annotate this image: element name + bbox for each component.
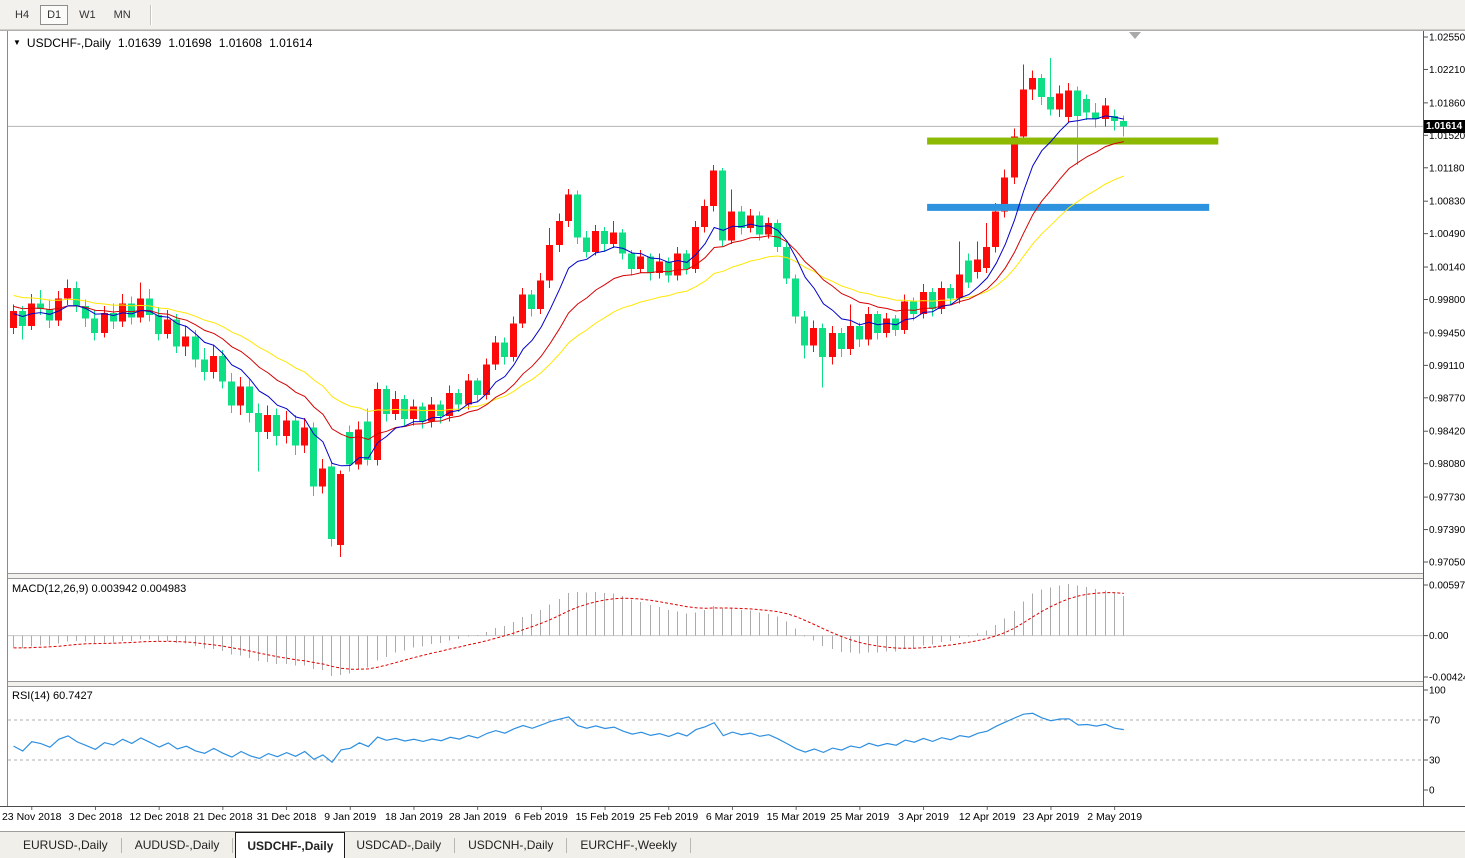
timeframe-w1-button[interactable]: W1 (79, 8, 96, 21)
svg-text:100: 100 (1429, 686, 1446, 697)
panel-splitter[interactable] (8, 681, 1423, 687)
svg-text:0.97050: 0.97050 (1429, 558, 1465, 569)
svg-text:0.00: 0.00 (1429, 631, 1449, 642)
tab-separator (120, 837, 122, 853)
chart-tabs-bar: EURUSD-,Daily AUDUSD-,Daily USDCHF-,Dail… (0, 831, 1465, 858)
svg-text:0.97730: 0.97730 (1429, 493, 1465, 504)
svg-text:25 Mar 2019: 25 Mar 2019 (830, 811, 889, 823)
tab-eurusd-daily[interactable]: EURUSD-,Daily (23, 838, 108, 852)
svg-text:1.00140: 1.00140 (1429, 263, 1465, 274)
toolbar-separator (149, 4, 152, 25)
tab-separator (454, 837, 456, 853)
tab-eurchf-weekly[interactable]: EURCHF-,Weekly (580, 838, 677, 852)
tab-separator (566, 837, 568, 853)
chart-title: ▼ USDCHF-,Daily 1.01639 1.01698 1.01608 1.016… (13, 36, 312, 50)
symbol-name: USDCHF-,Daily (26, 36, 111, 50)
moving-average-lines (13, 115, 1124, 467)
time-axis-labels: 23 Nov 2018 3 Dec 2018 12 Dec 2018 21 Dec 2… (2, 807, 1142, 823)
svg-text:0: 0 (1429, 786, 1435, 797)
quote-low: 1.01608 (218, 36, 263, 50)
macd-histogram (13, 584, 1124, 676)
svg-text:0.98770: 0.98770 (1429, 393, 1465, 404)
svg-text:0.98080: 0.98080 (1429, 459, 1465, 470)
svg-text:12 Apr 2019: 12 Apr 2019 (959, 811, 1016, 823)
timeframe-h4-button[interactable]: H4 (15, 8, 30, 21)
price-axis-labels: 1.02550 1.02210 1.01860 1.01520 1.01180 1.008… (1423, 33, 1465, 569)
svg-text:1.00490: 1.00490 (1429, 229, 1465, 240)
svg-text:1.01860: 1.01860 (1429, 98, 1465, 109)
tab-audusd-daily[interactable]: AUDUSD-,Daily (134, 838, 220, 852)
dropdown-caret-icon[interactable]: ▼ (13, 38, 21, 47)
macd-indicator-label: MACD(12,26,9) 0.003942 0.004983 (12, 583, 187, 595)
svg-text:0.97390: 0.97390 (1429, 525, 1465, 536)
svg-text:30: 30 (1429, 756, 1441, 767)
tab-separator (689, 837, 691, 853)
svg-text:-0.004243: -0.004243 (1429, 673, 1465, 684)
svg-text:0.99450: 0.99450 (1429, 328, 1465, 339)
current-price-tag: 1.01614 (1424, 120, 1465, 133)
support_line (927, 203, 1210, 211)
timeframe-d1-button[interactable]: D1 (40, 4, 69, 25)
svg-text:6 Mar 2019: 6 Mar 2019 (706, 811, 759, 823)
rsi-indicator-label: RSI(14) 60.7427 (12, 690, 93, 702)
svg-text:15 Feb 2019: 15 Feb 2019 (576, 811, 635, 823)
svg-text:1.02550: 1.02550 (1429, 33, 1465, 44)
svg-text:28 Jan 2019: 28 Jan 2019 (449, 811, 507, 823)
main-price-panel (8, 58, 1423, 558)
svg-text:1.01520: 1.01520 (1429, 131, 1465, 142)
svg-text:18 Jan 2019: 18 Jan 2019 (385, 811, 443, 823)
quote-open: 1.01639 (117, 36, 162, 50)
candlestick-series (10, 58, 1127, 558)
tab-usdcnh-daily[interactable]: USDCNH-,Daily (468, 838, 554, 852)
svg-text:0.00597: 0.00597 (1429, 581, 1465, 592)
svg-text:2 May 2019: 2 May 2019 (1087, 811, 1142, 823)
timeframe-toolbar: H4 D1 W1 MN (0, 0, 1465, 30)
svg-text:1.00830: 1.00830 (1429, 197, 1465, 208)
svg-text:70: 70 (1429, 716, 1441, 727)
rsi-panel (8, 712, 1423, 764)
panel-splitter[interactable] (8, 573, 1423, 579)
svg-text:12 Dec 2018: 12 Dec 2018 (129, 811, 189, 823)
svg-text:15 Mar 2019: 15 Mar 2019 (767, 811, 826, 823)
macd-signal-line (13, 592, 1124, 670)
svg-text:23 Apr 2019: 23 Apr 2019 (1023, 811, 1080, 823)
resistance_line (927, 137, 1219, 145)
quote-high: 1.01698 (168, 36, 212, 50)
rsi-line (13, 712, 1124, 764)
trend-lines[interactable] (927, 137, 1219, 211)
svg-text:6 Feb 2019: 6 Feb 2019 (515, 811, 568, 823)
svg-text:0.99800: 0.99800 (1429, 295, 1465, 306)
svg-text:1.01180: 1.01180 (1429, 163, 1465, 174)
ema-fast (13, 115, 1124, 467)
chart-shift-marker-icon (1129, 32, 1141, 39)
svg-text:3 Apr 2019: 3 Apr 2019 (898, 811, 949, 823)
price-axis[interactable] (1423, 30, 1465, 806)
svg-text:9 Jan 2019: 9 Jan 2019 (324, 811, 376, 823)
ema-mid (13, 141, 1124, 441)
chart-canvas[interactable]: 1.02550 1.02210 1.01860 1.01520 1.01180 1.008… (0, 30, 1465, 831)
ema-slow (13, 175, 1124, 413)
quote-close: 1.01614 (269, 36, 313, 50)
svg-text:25 Feb 2019: 25 Feb 2019 (639, 811, 698, 823)
svg-text:23 Nov 2018: 23 Nov 2018 (2, 811, 62, 823)
tab-usdcad-daily[interactable]: USDCAD-,Daily (356, 838, 442, 852)
svg-text:1.02210: 1.02210 (1429, 65, 1465, 76)
svg-text:0.99110: 0.99110 (1429, 361, 1465, 372)
svg-text:31 Dec 2018: 31 Dec 2018 (257, 811, 317, 823)
svg-text:0.98420: 0.98420 (1429, 427, 1465, 438)
svg-text:21 Dec 2018: 21 Dec 2018 (193, 811, 253, 823)
svg-text:3 Dec 2018: 3 Dec 2018 (69, 811, 123, 823)
macd-panel (8, 584, 1423, 676)
tab-usdchf-daily[interactable]: USDCHF-,Daily (235, 832, 346, 858)
timeframe-mn-button[interactable]: MN (113, 8, 131, 21)
tab-separator (232, 837, 234, 853)
